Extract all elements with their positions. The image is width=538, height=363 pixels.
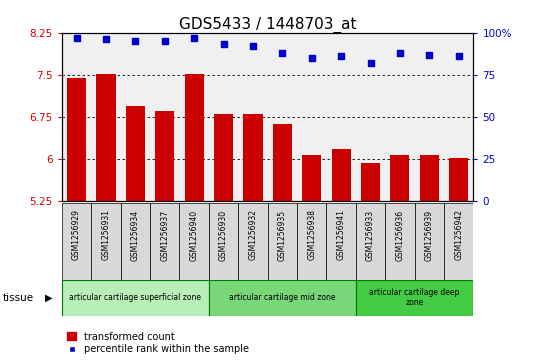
Point (190, 35, 199, 41)
Point (337, 53, 345, 59)
Bar (209, 203, 238, 280)
Text: GSM1256935: GSM1256935 (278, 209, 287, 261)
Bar (385, 203, 415, 280)
Bar (96, 74, 116, 201)
Text: GSM1256930: GSM1256930 (219, 209, 228, 261)
Text: ▶: ▶ (45, 293, 53, 303)
Bar (391, 155, 409, 201)
Bar (361, 163, 380, 201)
Bar (243, 114, 263, 201)
Point (307, 55, 316, 61)
Text: tissue: tissue (3, 293, 34, 303)
Text: articular cartilage mid zone: articular cartilage mid zone (229, 293, 336, 302)
Point (102, 37, 110, 42)
Bar (327, 203, 356, 280)
Text: GSM1256939: GSM1256939 (425, 209, 434, 261)
Bar (180, 203, 209, 280)
Text: GSM1256936: GSM1256936 (395, 209, 405, 261)
Text: GSM1256933: GSM1256933 (366, 209, 375, 261)
Point (72, 35, 81, 41)
Bar (185, 74, 204, 201)
Text: GSM1256937: GSM1256937 (160, 209, 169, 261)
Bar (209, 280, 356, 316)
Bar (214, 114, 233, 201)
Bar (121, 203, 150, 280)
Text: GSM1256929: GSM1256929 (72, 209, 81, 260)
Bar (67, 78, 86, 201)
Point (160, 38, 169, 44)
Bar (356, 203, 385, 280)
Point (249, 43, 257, 49)
Text: GSM1256940: GSM1256940 (190, 209, 199, 261)
Title: GDS5433 / 1448703_at: GDS5433 / 1448703_at (179, 16, 356, 33)
Point (131, 38, 140, 44)
Point (366, 60, 375, 66)
Text: GSM1256934: GSM1256934 (131, 209, 140, 261)
Bar (150, 203, 180, 280)
Bar (91, 203, 121, 280)
Point (455, 53, 463, 59)
Text: GSM1256942: GSM1256942 (454, 209, 463, 260)
Text: articular cartilage deep
zone: articular cartilage deep zone (370, 288, 460, 307)
Text: GSM1256932: GSM1256932 (249, 209, 258, 260)
Bar (126, 106, 145, 201)
Bar (331, 149, 351, 201)
Bar (62, 203, 91, 280)
Bar (420, 155, 439, 201)
Bar (302, 155, 321, 201)
Text: articular cartilage superficial zone: articular cartilage superficial zone (69, 293, 201, 302)
Bar (267, 203, 297, 280)
Point (425, 52, 434, 57)
Legend: transformed count, percentile rank within the sample: transformed count, percentile rank withi… (67, 331, 249, 355)
Text: GSM1256938: GSM1256938 (307, 209, 316, 260)
Bar (444, 203, 473, 280)
Text: GSM1256931: GSM1256931 (102, 209, 110, 260)
Bar (356, 280, 473, 316)
Bar (415, 203, 444, 280)
Bar (62, 280, 209, 316)
Point (395, 50, 404, 56)
Point (220, 42, 228, 48)
Point (278, 50, 287, 56)
Bar (297, 203, 327, 280)
Bar (155, 111, 174, 201)
Bar (449, 158, 468, 201)
Bar (238, 203, 268, 280)
Bar (273, 125, 292, 201)
Text: GSM1256941: GSM1256941 (337, 209, 345, 260)
